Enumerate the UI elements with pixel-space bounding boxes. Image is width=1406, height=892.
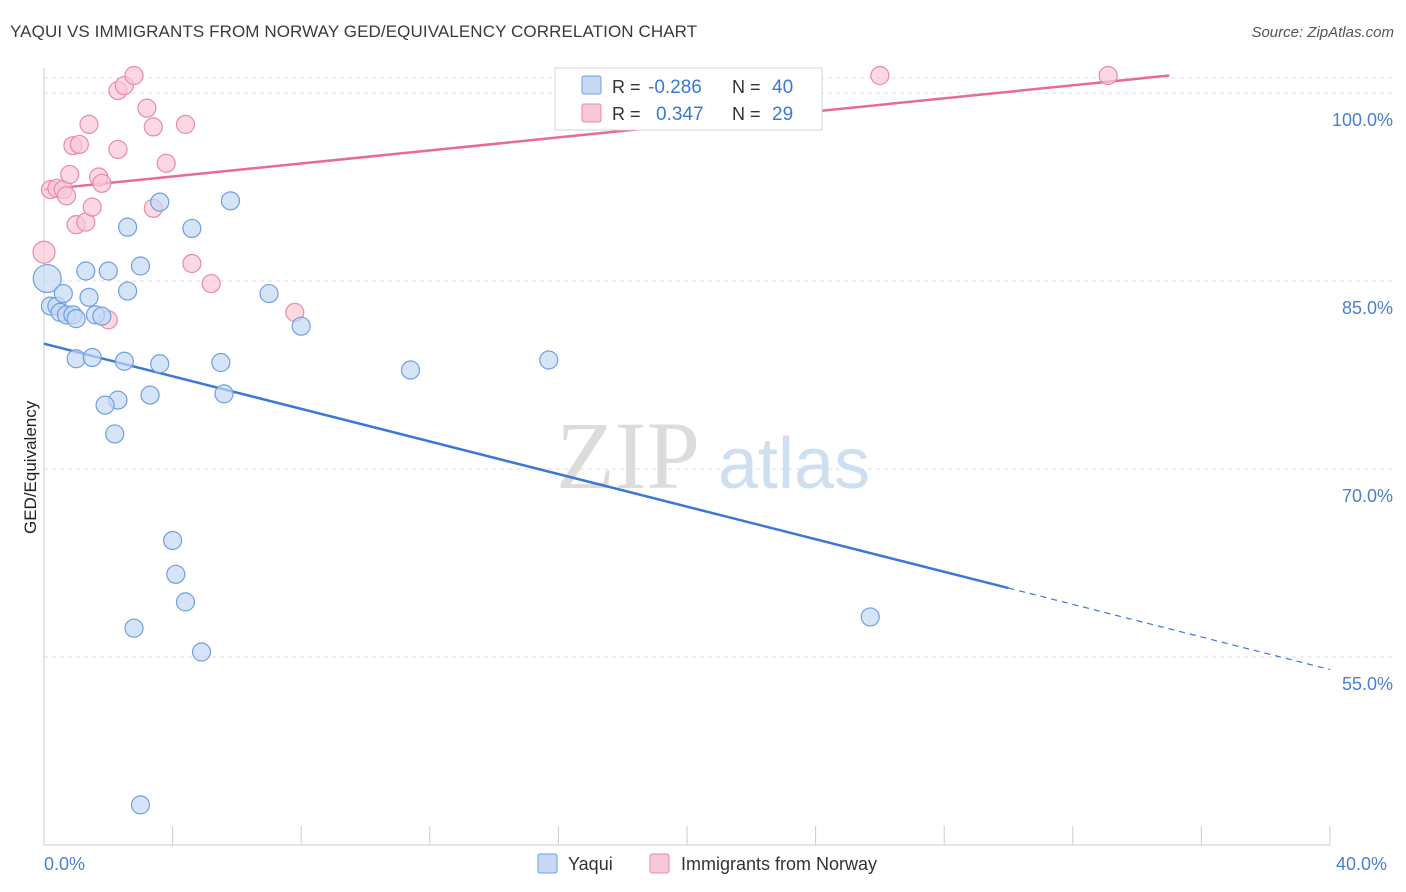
point-yaqui [214, 384, 234, 404]
legend-label-norway: Immigrants from Norway [681, 854, 877, 874]
y-axis-label: GED/Equivalency [21, 400, 40, 534]
y-tick-label: 55.0% [1342, 674, 1393, 694]
point-yaqui [166, 564, 186, 584]
point-yaqui [130, 795, 151, 815]
stats-n-value-norway: 29 [772, 104, 793, 125]
legend-label-yaqui: Yaqui [568, 854, 613, 874]
point-yaqui [163, 530, 183, 551]
point-norway [175, 114, 196, 134]
y-tick-label: 100.0% [1332, 110, 1393, 130]
point-yaqui [66, 309, 86, 329]
legend-swatch-yaqui [537, 853, 558, 874]
stats-swatch-yaqui [581, 75, 602, 95]
point-yaqui [124, 618, 144, 638]
stats-r-value-yaqui: -0.286 [648, 77, 702, 98]
y-tick-labels: 55.0% 70.0% 85.0% 100.0% [1332, 110, 1393, 694]
legend-swatch-norway [649, 853, 670, 874]
x-tick-label-min: 0.0% [44, 854, 85, 874]
axes [43, 68, 1331, 846]
bottom-legend: Yaqui Immigrants from Norway [537, 853, 877, 874]
trend-line-norway [43, 74, 1170, 191]
point-yaqui [175, 592, 196, 612]
point-yaqui [92, 306, 112, 326]
point-yaqui [860, 607, 880, 627]
point-yaqui [82, 347, 102, 368]
point-yaqui [150, 192, 170, 212]
point-norway [56, 186, 77, 206]
point-yaqui [76, 261, 96, 281]
stats-n-label-norway: N = [732, 104, 761, 124]
point-yaqui [117, 281, 138, 301]
stats-r-label-norway: R = [612, 104, 641, 124]
point-yaqui [105, 424, 125, 444]
point-yaqui [114, 351, 134, 371]
point-norway [82, 197, 102, 217]
point-norway [32, 240, 56, 264]
point-norway [69, 134, 89, 155]
trend-line-yaqui-extension [1008, 587, 1331, 671]
series-norway-points [32, 65, 1118, 330]
point-norway [143, 117, 163, 137]
point-yaqui [220, 191, 241, 211]
point-yaqui [211, 352, 231, 373]
stats-legend-box: R = -0.286 N = 40 R = 0.347 N = 29 [554, 67, 823, 131]
point-norway [182, 253, 202, 274]
point-norway [92, 173, 112, 193]
point-yaqui [539, 350, 559, 370]
point-yaqui [150, 354, 170, 374]
point-yaqui [140, 385, 160, 405]
chart-title: YAQUI VS IMMIGRANTS FROM NORWAY GED/EQUI… [10, 22, 698, 41]
point-yaqui [66, 349, 86, 369]
point-norway [156, 153, 176, 173]
y-tick-label: 85.0% [1342, 298, 1393, 318]
stats-r-value-norway: 0.347 [656, 104, 704, 125]
point-norway [137, 98, 157, 118]
point-yaqui [79, 287, 99, 307]
stats-n-value-yaqui: 40 [772, 77, 793, 98]
trend-lines [43, 74, 1331, 671]
stats-n-label-yaqui: N = [732, 77, 761, 97]
point-yaqui [400, 360, 421, 380]
point-yaqui [98, 261, 118, 281]
point-yaqui [182, 218, 202, 239]
point-yaqui [259, 283, 279, 304]
point-yaqui [191, 642, 212, 662]
trend-line-yaqui [43, 342, 1009, 590]
watermark-atlas: atlas [718, 424, 870, 504]
point-yaqui [130, 256, 151, 276]
point-norway [60, 164, 80, 185]
point-norway [79, 114, 99, 134]
point-norway [870, 65, 890, 86]
y-tick-label: 70.0% [1342, 486, 1393, 506]
point-yaqui [291, 316, 311, 336]
stats-swatch-norway [581, 103, 602, 123]
point-yaqui [32, 263, 62, 294]
point-yaqui [53, 283, 73, 304]
grid-lines [44, 77, 1394, 658]
stats-r-label-yaqui: R = [612, 77, 641, 97]
point-norway [201, 273, 221, 294]
point-yaqui [95, 395, 115, 415]
x-tick-label-max: 40.0% [1336, 854, 1387, 874]
series-yaqui-points [32, 191, 880, 815]
source-label: Source: ZipAtlas.com [1251, 24, 1394, 41]
point-norway [124, 65, 144, 86]
point-norway [1098, 65, 1118, 86]
point-yaqui [117, 217, 138, 237]
point-norway [108, 139, 128, 160]
